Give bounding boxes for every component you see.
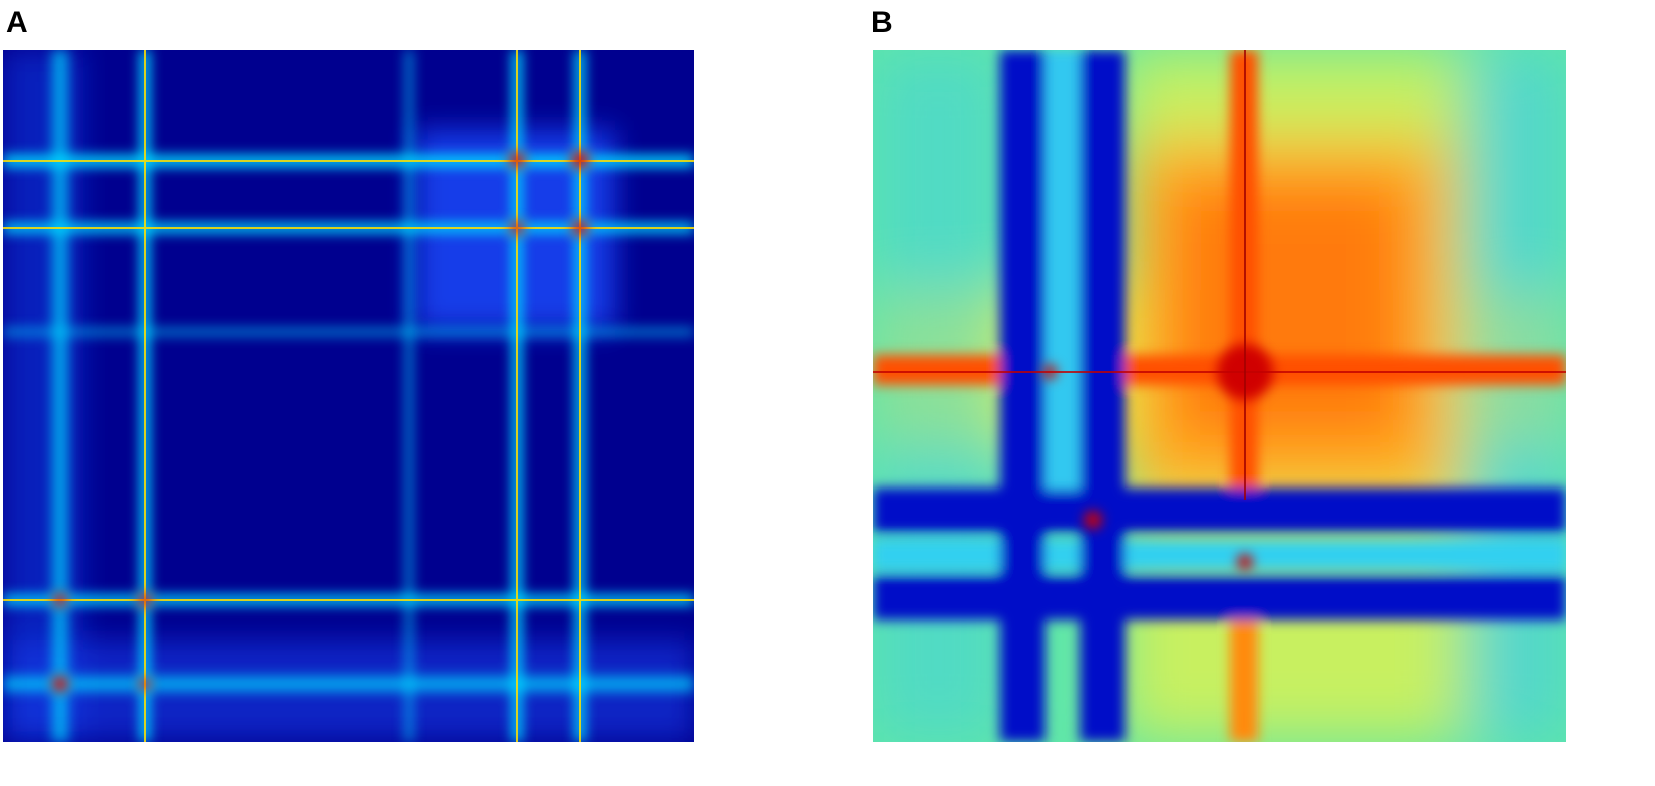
panel-label: A — [6, 6, 28, 39]
heatmap-b — [873, 50, 1566, 742]
heatmap-a — [3, 50, 694, 742]
panel-label: B — [871, 6, 893, 39]
